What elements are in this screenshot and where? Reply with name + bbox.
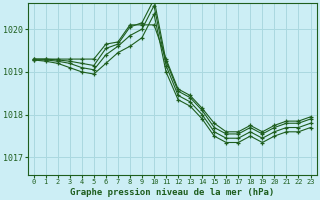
X-axis label: Graphe pression niveau de la mer (hPa): Graphe pression niveau de la mer (hPa) [70, 188, 274, 197]
